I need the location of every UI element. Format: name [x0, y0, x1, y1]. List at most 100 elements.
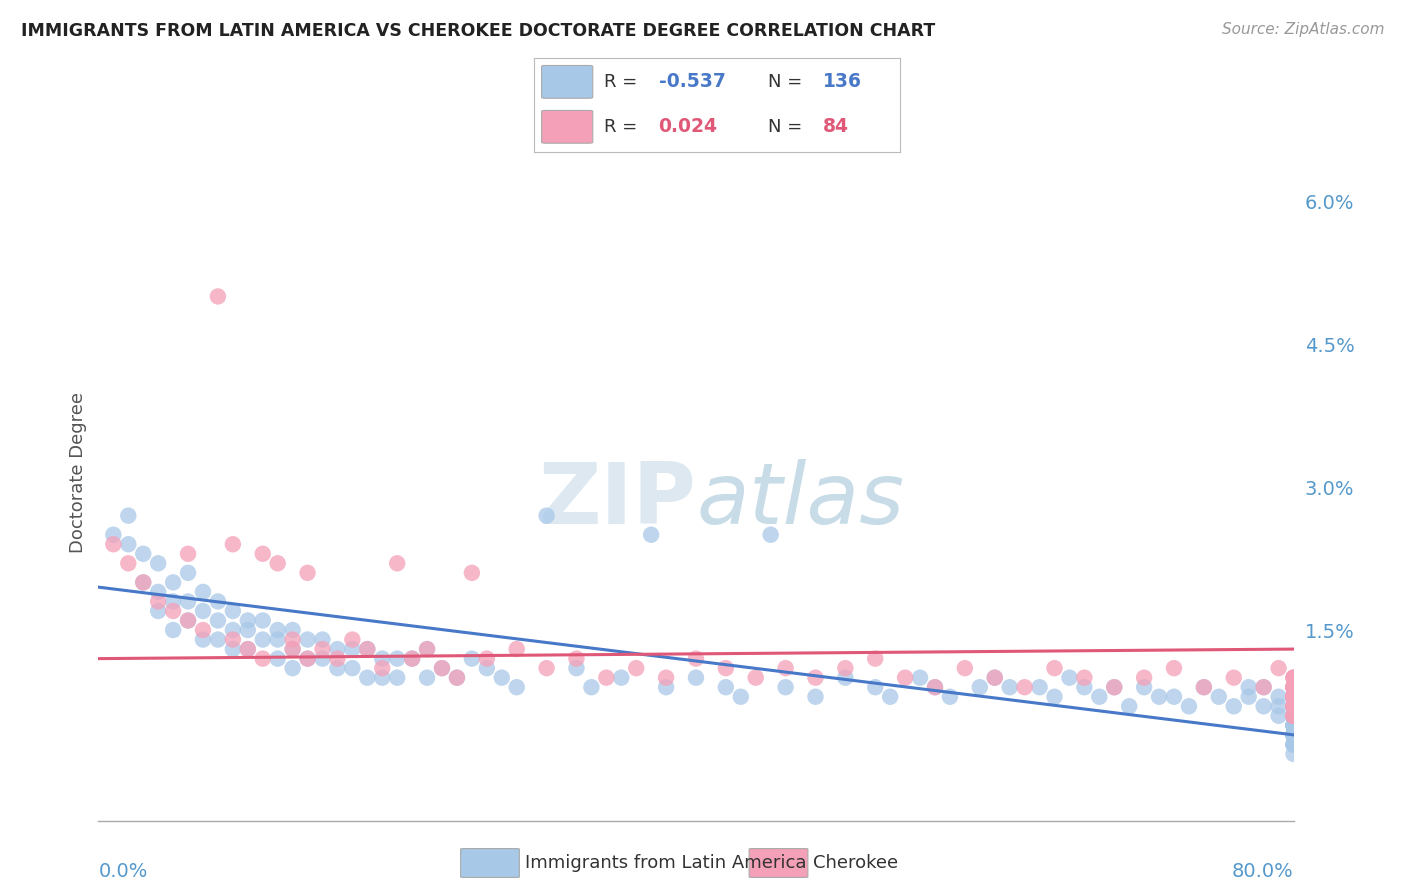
- Point: [1282, 690, 1305, 704]
- Point: [222, 623, 245, 637]
- Point: [103, 527, 125, 541]
- Point: [148, 604, 170, 618]
- Point: [236, 614, 259, 628]
- Point: [1282, 718, 1305, 732]
- Point: [342, 642, 364, 657]
- Point: [655, 671, 678, 685]
- Point: [1282, 738, 1305, 752]
- Point: [281, 642, 304, 657]
- Point: [1237, 690, 1260, 704]
- Point: [222, 642, 245, 657]
- Point: [1253, 680, 1275, 694]
- Point: [1282, 690, 1305, 704]
- Point: [581, 680, 603, 694]
- Point: [1282, 728, 1305, 742]
- Point: [1267, 708, 1289, 723]
- Point: [1282, 690, 1305, 704]
- Point: [1282, 680, 1305, 694]
- Point: [267, 557, 290, 571]
- Point: [252, 632, 274, 647]
- Point: [177, 614, 200, 628]
- Point: [461, 651, 484, 665]
- FancyBboxPatch shape: [749, 848, 808, 878]
- Point: [565, 661, 588, 675]
- Point: [775, 661, 797, 675]
- Point: [132, 575, 155, 590]
- Point: [162, 575, 184, 590]
- Point: [714, 661, 737, 675]
- Point: [506, 642, 529, 657]
- Point: [834, 671, 856, 685]
- Point: [1208, 690, 1230, 704]
- Point: [475, 661, 498, 675]
- Text: -0.537: -0.537: [658, 72, 725, 91]
- Point: [401, 651, 423, 665]
- Point: [506, 680, 529, 694]
- Point: [222, 537, 245, 551]
- Point: [177, 594, 200, 608]
- Point: [834, 661, 856, 675]
- Point: [1163, 690, 1185, 704]
- Point: [297, 632, 319, 647]
- Point: [1282, 747, 1305, 761]
- Point: [1088, 690, 1111, 704]
- Point: [1282, 690, 1305, 704]
- Point: [984, 671, 1007, 685]
- Point: [1282, 690, 1305, 704]
- Point: [1118, 699, 1140, 714]
- Text: 136: 136: [823, 72, 862, 91]
- Point: [475, 651, 498, 665]
- Point: [1282, 728, 1305, 742]
- Point: [1282, 718, 1305, 732]
- Point: [1282, 708, 1305, 723]
- Point: [1282, 699, 1305, 714]
- Point: [117, 557, 139, 571]
- Point: [1028, 680, 1050, 694]
- Text: 84: 84: [823, 118, 849, 136]
- Point: [1282, 690, 1305, 704]
- Point: [565, 651, 588, 665]
- Point: [236, 623, 259, 637]
- Point: [1282, 728, 1305, 742]
- Point: [894, 671, 917, 685]
- Point: [297, 566, 319, 580]
- FancyBboxPatch shape: [541, 65, 593, 98]
- Point: [1282, 738, 1305, 752]
- Point: [1059, 671, 1081, 685]
- Point: [969, 680, 991, 694]
- Point: [1043, 690, 1066, 704]
- Point: [1282, 718, 1305, 732]
- Point: [416, 642, 439, 657]
- Point: [1133, 680, 1156, 694]
- Point: [162, 604, 184, 618]
- Point: [222, 632, 245, 647]
- Point: [446, 671, 468, 685]
- Point: [1282, 708, 1305, 723]
- Point: [1282, 699, 1305, 714]
- Point: [1282, 690, 1305, 704]
- Point: [1282, 728, 1305, 742]
- Point: [177, 547, 200, 561]
- Point: [939, 690, 962, 704]
- Point: [1282, 728, 1305, 742]
- Point: [267, 623, 290, 637]
- Point: [311, 651, 333, 665]
- Point: [342, 632, 364, 647]
- Point: [865, 680, 887, 694]
- Point: [1282, 708, 1305, 723]
- Point: [342, 661, 364, 675]
- Point: [759, 527, 782, 541]
- Point: [1282, 728, 1305, 742]
- Text: R =: R =: [603, 73, 637, 91]
- Point: [1147, 690, 1170, 704]
- Point: [1282, 680, 1305, 694]
- Point: [1073, 671, 1095, 685]
- Point: [1043, 661, 1066, 675]
- Point: [745, 671, 768, 685]
- Point: [865, 651, 887, 665]
- Point: [1282, 699, 1305, 714]
- Point: [1282, 708, 1305, 723]
- Point: [148, 557, 170, 571]
- Point: [1282, 680, 1305, 694]
- Point: [655, 680, 678, 694]
